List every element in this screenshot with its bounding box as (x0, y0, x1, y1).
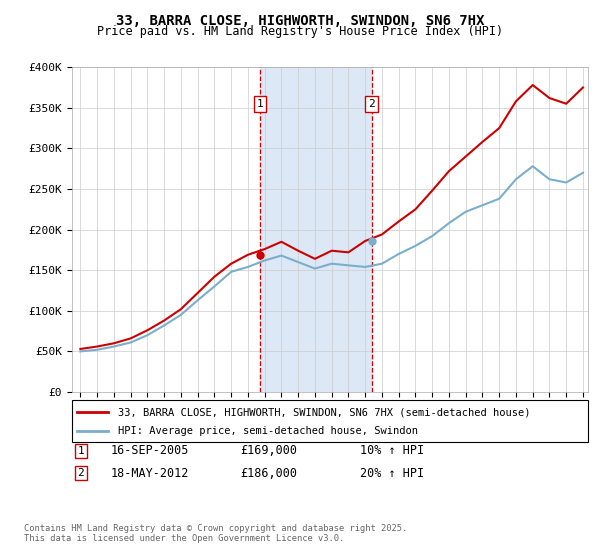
Text: 1: 1 (256, 99, 263, 109)
Text: 1: 1 (77, 446, 85, 456)
Text: £186,000: £186,000 (240, 466, 297, 480)
Text: 20% ↑ HPI: 20% ↑ HPI (360, 466, 424, 480)
Text: 16-SEP-2005: 16-SEP-2005 (111, 444, 190, 458)
Text: Price paid vs. HM Land Registry's House Price Index (HPI): Price paid vs. HM Land Registry's House … (97, 25, 503, 38)
Bar (260, 67, 371, 392)
Text: 2: 2 (368, 99, 375, 109)
Text: 18-MAY-2012: 18-MAY-2012 (111, 466, 190, 480)
Text: 2: 2 (77, 468, 85, 478)
FancyBboxPatch shape (72, 400, 588, 442)
Text: HPI: Average price, semi-detached house, Swindon: HPI: Average price, semi-detached house,… (118, 426, 418, 436)
Text: 10% ↑ HPI: 10% ↑ HPI (360, 444, 424, 458)
Text: 33, BARRA CLOSE, HIGHWORTH, SWINDON, SN6 7HX (semi-detached house): 33, BARRA CLOSE, HIGHWORTH, SWINDON, SN6… (118, 407, 531, 417)
Text: £169,000: £169,000 (240, 444, 297, 458)
Text: Contains HM Land Registry data © Crown copyright and database right 2025.
This d: Contains HM Land Registry data © Crown c… (24, 524, 407, 543)
Text: 33, BARRA CLOSE, HIGHWORTH, SWINDON, SN6 7HX: 33, BARRA CLOSE, HIGHWORTH, SWINDON, SN6… (116, 14, 484, 28)
